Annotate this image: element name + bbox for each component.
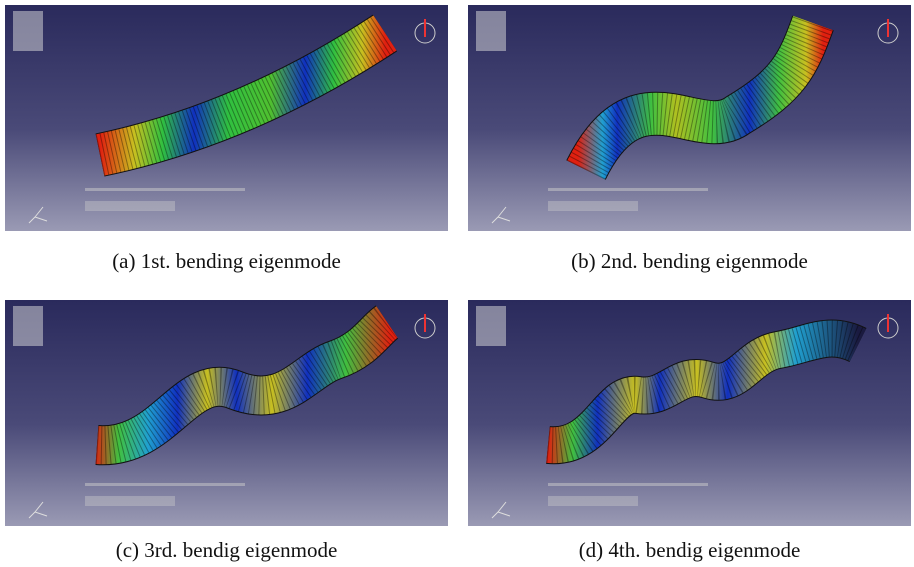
screenshot-d xyxy=(468,300,911,526)
caption: (c) 3rd. bendig eigenmode xyxy=(5,538,448,563)
screenshot-a xyxy=(5,5,448,231)
caption: (a) 1st. bending eigenmode xyxy=(5,249,448,274)
page: (a) 1st. bending eigenmode (b) 2nd. bend… xyxy=(0,0,914,567)
screenshot-b xyxy=(468,5,911,231)
screenshot-c xyxy=(5,300,448,526)
caption: (b) 2nd. bending eigenmode xyxy=(468,249,911,274)
caption: (d) 4th. bendig eigenmode xyxy=(468,538,911,563)
